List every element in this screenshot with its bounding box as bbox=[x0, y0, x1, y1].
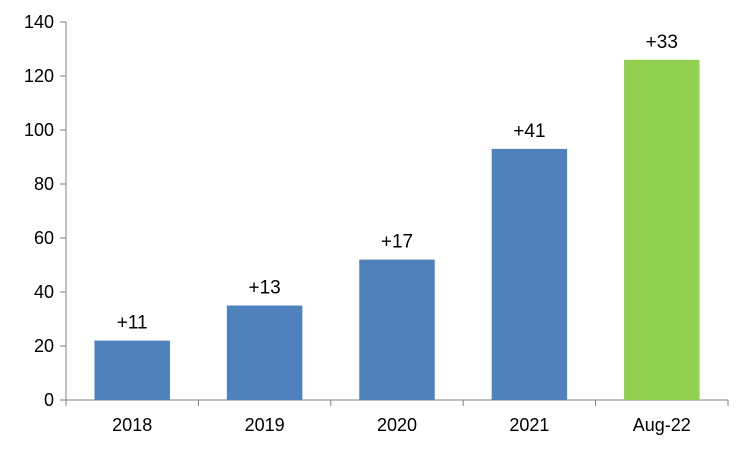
bars bbox=[94, 59, 700, 401]
y-tick-label: 60 bbox=[34, 228, 54, 248]
data-labels: +11 +13 +17 +41 +33 bbox=[117, 32, 678, 334]
data-label-aug-22: +33 bbox=[646, 32, 678, 53]
data-label-2019: +13 bbox=[248, 278, 280, 299]
y-tick-label: 120 bbox=[24, 66, 54, 86]
x-tick-label: 2020 bbox=[377, 415, 417, 435]
y-tick-label: 0 bbox=[44, 390, 54, 410]
x-tick-label: 2019 bbox=[245, 415, 285, 435]
x-tick-label: Aug-22 bbox=[633, 415, 691, 435]
y-tick-label: 80 bbox=[34, 174, 54, 194]
x-tick-label: 2018 bbox=[112, 415, 152, 435]
bar-2018 bbox=[94, 340, 170, 400]
data-label-2018: +11 bbox=[117, 313, 148, 334]
y-tick-label: 140 bbox=[24, 12, 54, 32]
x-tick-label: 2021 bbox=[509, 415, 549, 435]
y-tick-label: 40 bbox=[34, 282, 54, 302]
bar-2020 bbox=[359, 259, 435, 400]
y-tick-label: 20 bbox=[34, 336, 54, 356]
y-tick-label: 100 bbox=[24, 120, 54, 140]
bar-2019 bbox=[226, 305, 303, 400]
bar-2021 bbox=[491, 148, 568, 400]
data-label-2020: +17 bbox=[381, 232, 413, 253]
data-label-2021: +41 bbox=[513, 121, 545, 142]
bar-aug-22 bbox=[624, 59, 700, 401]
